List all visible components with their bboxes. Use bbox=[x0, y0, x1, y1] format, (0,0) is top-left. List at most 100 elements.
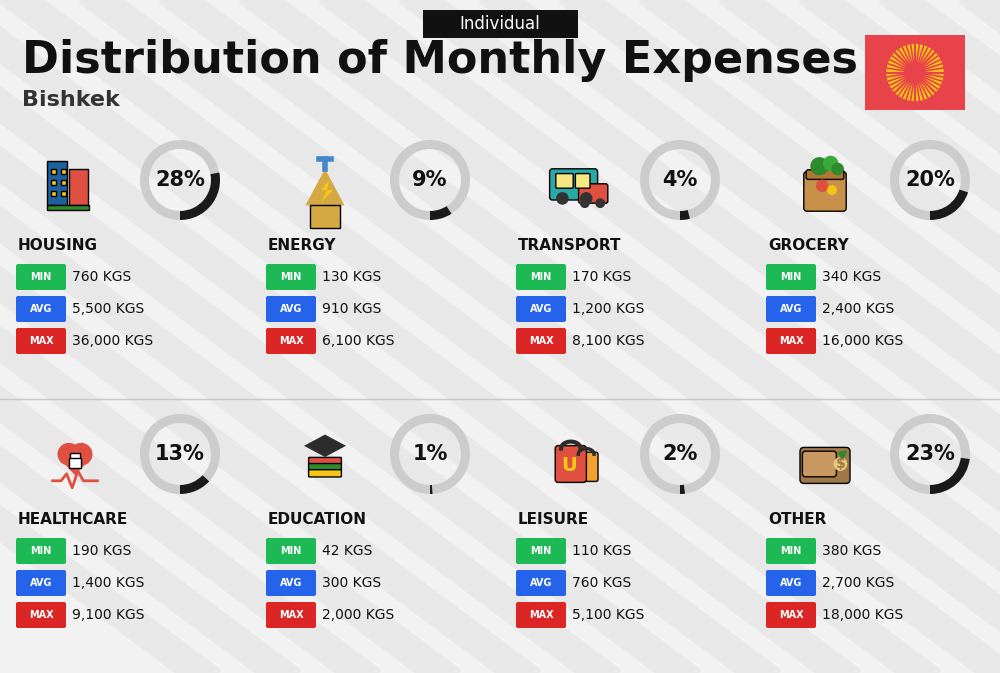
Circle shape bbox=[811, 157, 828, 174]
Text: 340 KGS: 340 KGS bbox=[822, 270, 881, 284]
Text: HEALTHCARE: HEALTHCARE bbox=[18, 511, 128, 526]
Wedge shape bbox=[430, 206, 451, 220]
Text: MIN: MIN bbox=[30, 272, 52, 282]
Wedge shape bbox=[140, 140, 220, 220]
Text: AVG: AVG bbox=[530, 578, 552, 588]
Text: 18,000 KGS: 18,000 KGS bbox=[822, 608, 903, 622]
Circle shape bbox=[581, 192, 592, 204]
FancyBboxPatch shape bbox=[51, 180, 56, 185]
FancyBboxPatch shape bbox=[556, 174, 573, 188]
FancyBboxPatch shape bbox=[766, 538, 816, 564]
Polygon shape bbox=[304, 435, 346, 457]
Text: MIN: MIN bbox=[30, 546, 52, 556]
Wedge shape bbox=[680, 485, 685, 494]
FancyBboxPatch shape bbox=[309, 464, 341, 471]
Text: TRANSPORT: TRANSPORT bbox=[518, 238, 622, 252]
Polygon shape bbox=[305, 169, 345, 205]
FancyBboxPatch shape bbox=[61, 191, 66, 197]
Text: $: $ bbox=[836, 457, 845, 471]
Text: 1,400 KGS: 1,400 KGS bbox=[72, 576, 144, 590]
FancyBboxPatch shape bbox=[550, 169, 598, 200]
Text: MIN: MIN bbox=[530, 546, 552, 556]
Text: 28%: 28% bbox=[155, 170, 205, 190]
Text: MAX: MAX bbox=[29, 336, 53, 346]
FancyBboxPatch shape bbox=[266, 538, 316, 564]
FancyBboxPatch shape bbox=[61, 180, 66, 185]
Circle shape bbox=[58, 444, 79, 465]
FancyBboxPatch shape bbox=[266, 602, 316, 628]
Text: 4%: 4% bbox=[662, 170, 698, 190]
Wedge shape bbox=[180, 475, 209, 494]
Text: 36,000 KGS: 36,000 KGS bbox=[72, 334, 153, 348]
Text: AVG: AVG bbox=[530, 304, 552, 314]
Text: MAX: MAX bbox=[779, 336, 803, 346]
Text: Distribution of Monthly Expenses: Distribution of Monthly Expenses bbox=[22, 38, 858, 81]
Text: AVG: AVG bbox=[780, 304, 802, 314]
Text: 23%: 23% bbox=[905, 444, 955, 464]
FancyBboxPatch shape bbox=[310, 205, 340, 227]
Text: AVG: AVG bbox=[280, 304, 302, 314]
Text: AVG: AVG bbox=[280, 578, 302, 588]
FancyBboxPatch shape bbox=[47, 161, 67, 205]
Text: HOUSING: HOUSING bbox=[18, 238, 98, 252]
FancyBboxPatch shape bbox=[422, 10, 578, 38]
Text: GROCERY: GROCERY bbox=[768, 238, 849, 252]
FancyBboxPatch shape bbox=[766, 570, 816, 596]
FancyBboxPatch shape bbox=[575, 174, 590, 188]
Text: MIN: MIN bbox=[280, 546, 302, 556]
FancyBboxPatch shape bbox=[69, 458, 81, 468]
FancyBboxPatch shape bbox=[766, 264, 816, 290]
FancyBboxPatch shape bbox=[574, 452, 598, 481]
FancyBboxPatch shape bbox=[266, 296, 316, 322]
FancyBboxPatch shape bbox=[516, 328, 566, 354]
Text: 8,100 KGS: 8,100 KGS bbox=[572, 334, 644, 348]
FancyBboxPatch shape bbox=[579, 184, 608, 203]
Text: 110 KGS: 110 KGS bbox=[572, 544, 631, 558]
Circle shape bbox=[824, 156, 838, 170]
FancyBboxPatch shape bbox=[266, 328, 316, 354]
Circle shape bbox=[887, 44, 943, 100]
FancyBboxPatch shape bbox=[51, 169, 56, 174]
FancyBboxPatch shape bbox=[804, 172, 846, 211]
Text: 13%: 13% bbox=[155, 444, 205, 464]
Circle shape bbox=[834, 458, 847, 470]
Wedge shape bbox=[930, 190, 968, 220]
FancyBboxPatch shape bbox=[802, 451, 836, 476]
FancyBboxPatch shape bbox=[806, 170, 844, 180]
FancyBboxPatch shape bbox=[51, 191, 56, 197]
Circle shape bbox=[71, 444, 92, 465]
Text: 190 KGS: 190 KGS bbox=[72, 544, 131, 558]
FancyBboxPatch shape bbox=[309, 470, 341, 477]
Text: 5,500 KGS: 5,500 KGS bbox=[72, 302, 144, 316]
Text: MIN: MIN bbox=[280, 272, 302, 282]
Text: 9%: 9% bbox=[412, 170, 448, 190]
FancyBboxPatch shape bbox=[516, 570, 566, 596]
FancyBboxPatch shape bbox=[309, 458, 341, 464]
Wedge shape bbox=[180, 172, 220, 220]
Wedge shape bbox=[890, 414, 970, 494]
FancyBboxPatch shape bbox=[555, 446, 586, 483]
Text: MAX: MAX bbox=[29, 610, 53, 620]
Text: 16,000 KGS: 16,000 KGS bbox=[822, 334, 903, 348]
Text: 9,100 KGS: 9,100 KGS bbox=[72, 608, 144, 622]
Text: 760 KGS: 760 KGS bbox=[72, 270, 131, 284]
Text: 20%: 20% bbox=[905, 170, 955, 190]
Wedge shape bbox=[140, 414, 220, 494]
Text: U: U bbox=[562, 456, 577, 475]
FancyBboxPatch shape bbox=[766, 296, 816, 322]
FancyBboxPatch shape bbox=[61, 169, 66, 174]
Text: EDUCATION: EDUCATION bbox=[268, 511, 367, 526]
Text: ENERGY: ENERGY bbox=[268, 238, 336, 252]
Wedge shape bbox=[890, 140, 970, 220]
FancyBboxPatch shape bbox=[800, 448, 850, 483]
FancyBboxPatch shape bbox=[70, 453, 80, 467]
Text: OTHER: OTHER bbox=[768, 511, 826, 526]
Text: MIN: MIN bbox=[780, 272, 802, 282]
Wedge shape bbox=[680, 210, 690, 220]
FancyBboxPatch shape bbox=[766, 602, 816, 628]
FancyBboxPatch shape bbox=[16, 570, 66, 596]
Circle shape bbox=[817, 180, 828, 191]
Circle shape bbox=[581, 199, 589, 207]
FancyBboxPatch shape bbox=[516, 538, 566, 564]
Text: 910 KGS: 910 KGS bbox=[322, 302, 381, 316]
